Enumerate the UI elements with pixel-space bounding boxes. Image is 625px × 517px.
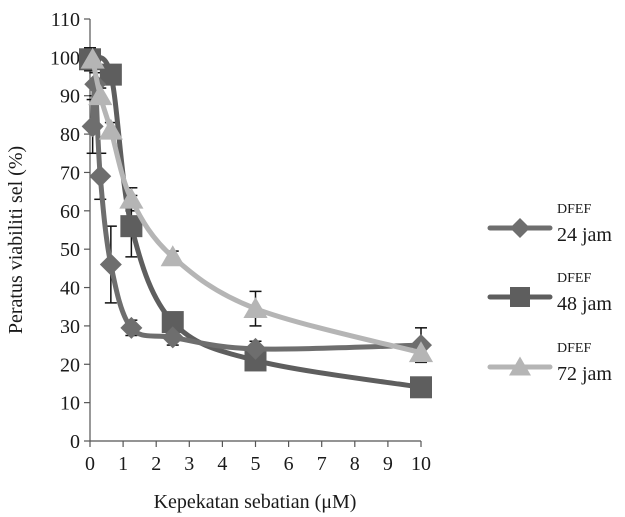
- y-tick-label: 110: [51, 9, 80, 31]
- legend-marker-48-jam: [510, 287, 530, 307]
- tick-labels-group: 0 10 20 30 40 50 60 70 80 90 100 110 0 1 2 3 4 5 6 7 8 9 10: [50, 9, 431, 475]
- x-tick-label: 8: [350, 453, 360, 475]
- data-point-48-jam: [410, 376, 432, 399]
- data-point-72-jam: [98, 118, 123, 140]
- legend-group: DFEF 24 jam DFEF 48 jam DFEF 72 jam: [487, 202, 612, 385]
- x-tick-label: 4: [217, 453, 227, 475]
- x-tick-label: 1: [118, 453, 128, 475]
- data-point-72-jam: [88, 84, 113, 106]
- y-tick-label: 0: [70, 431, 80, 453]
- y-tick-label: 10: [60, 393, 80, 415]
- legend-label-bottom-72-jam: 72 jam: [557, 363, 612, 385]
- y-tick-label: 80: [60, 124, 80, 146]
- data-point-72-jam: [119, 187, 144, 209]
- y-tick-label: 40: [60, 278, 80, 300]
- x-tick-label: 3: [184, 453, 194, 475]
- data-point-72-jam: [80, 47, 105, 69]
- data-point-72-jam: [408, 341, 434, 363]
- x-tick-label: 2: [151, 453, 161, 475]
- legend-marker-24-jam: [510, 218, 530, 238]
- data-point-24-jam: [99, 253, 122, 276]
- series-group: [79, 47, 434, 399]
- data-point-72-jam: [243, 297, 268, 318]
- data-point-24-jam: [161, 326, 184, 349]
- y-tick-label: 100: [50, 47, 80, 69]
- legend-label-top-24-jam: DFEF: [557, 202, 591, 217]
- legend-label-bottom-24-jam: 24 jam: [557, 224, 612, 246]
- data-point-24-jam: [81, 115, 104, 138]
- data-point-48-jam: [244, 349, 267, 372]
- data-point-72-jam: [160, 245, 185, 267]
- y-tick-label: 50: [60, 239, 80, 261]
- x-tick-label: 10: [411, 453, 431, 475]
- data-point-24-jam: [89, 165, 112, 188]
- legend-label-bottom-48-jam: 48 jam: [557, 293, 612, 315]
- x-tick-label: 0: [85, 453, 95, 475]
- x-tick-label: 7: [317, 453, 327, 475]
- legend-label-top-48-jam: DFEF: [557, 271, 591, 286]
- data-point-48-jam: [161, 311, 184, 334]
- x-tick-label: 9: [383, 453, 393, 475]
- x-tick-label: 6: [284, 453, 294, 475]
- y-axis-title: Peratus viabiliti sel (%): [5, 146, 27, 334]
- x-tick-label: 5: [251, 453, 261, 475]
- y-tick-label: 20: [60, 354, 80, 376]
- legend-label-top-72-jam: DFEF: [557, 341, 591, 356]
- data-point-24-jam: [244, 337, 267, 360]
- y-tick-label: 30: [60, 316, 80, 338]
- y-tick-label: 70: [60, 162, 80, 184]
- y-tick-label: 60: [60, 201, 80, 223]
- data-point-48-jam: [120, 215, 143, 238]
- y-tick-label: 90: [60, 86, 80, 108]
- data-point-48-jam: [99, 63, 122, 86]
- x-axis-title: Kepekatan sebatian (μM): [154, 491, 357, 513]
- legend-marker-72-jam: [509, 356, 531, 376]
- data-point-24-jam: [120, 316, 143, 339]
